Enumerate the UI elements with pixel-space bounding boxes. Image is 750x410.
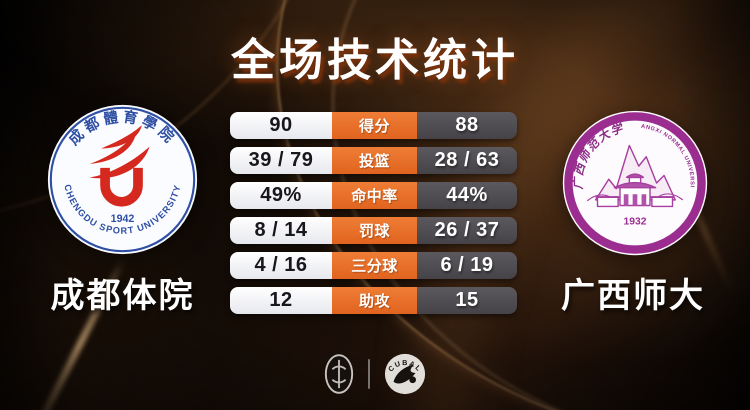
page-title: 全场技术统计 [231, 36, 519, 85]
right-team-logo: 广西师范大学 GUANGXI NORMAL UNIVERSITY 1932 [560, 108, 708, 256]
stats-table: 90 得分 88 39 / 79 投篮 28 / 63 49% 命中率 44% 8 / 14 罚球 2… [230, 112, 517, 322]
right-team-value: 44% [417, 182, 517, 209]
left-team-name: 成都体院 [50, 277, 195, 315]
stat-label: 罚球 [332, 217, 417, 244]
stat-label: 得分 [332, 112, 417, 139]
left-team-logo: 成都體育學院 CHENGDU SPORT UNIVERSITY 1942 [47, 104, 198, 255]
stat-row: 39 / 79 投篮 28 / 63 [230, 147, 517, 174]
right-team-value: 28 / 63 [417, 147, 517, 174]
footer-logos: CUBAL [0, 352, 750, 396]
right-team-value: 26 / 37 [417, 217, 517, 244]
flame-emblem-icon [89, 125, 150, 179]
team-badge-icon [324, 354, 354, 394]
right-team-value: 15 [417, 287, 517, 314]
left-team-value: 8 / 14 [230, 217, 332, 244]
mountain-building-icon [586, 144, 684, 208]
left-team-value: 49% [230, 182, 332, 209]
left-team-value: 90 [230, 112, 332, 139]
stat-label: 投篮 [332, 147, 417, 174]
cubal-logo-icon: CUBAL [384, 353, 426, 395]
left-logo-year: 1942 [111, 213, 135, 225]
torch-u-icon [100, 167, 143, 207]
stat-label: 命中率 [332, 182, 417, 209]
right-logo-year: 1932 [624, 216, 647, 227]
right-team-value: 6 / 19 [417, 252, 517, 279]
stat-row: 49% 命中率 44% [230, 182, 517, 209]
stat-row: 90 得分 88 [230, 112, 517, 139]
stat-row: 12 助攻 15 [230, 287, 517, 314]
left-team-value: 12 [230, 287, 332, 314]
right-team-value: 88 [417, 112, 517, 139]
left-team-value: 39 / 79 [230, 147, 332, 174]
right-team-name: 广西师大 [561, 277, 705, 315]
stat-row: 4 / 16 三分球 6 / 19 [230, 252, 517, 279]
stat-label: 三分球 [332, 252, 417, 279]
left-team-value: 4 / 16 [230, 252, 332, 279]
logo-circle [47, 104, 198, 255]
stat-row: 8 / 14 罚球 26 / 37 [230, 217, 517, 244]
footer-divider [368, 359, 370, 389]
stat-label: 助攻 [332, 287, 417, 314]
